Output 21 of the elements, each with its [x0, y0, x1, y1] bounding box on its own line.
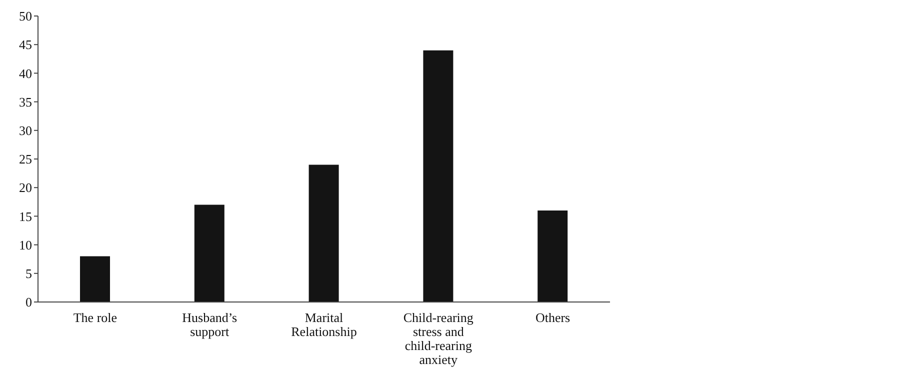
y-tick-label: 45: [19, 37, 32, 52]
bar: [308, 164, 339, 302]
y-tick-label: 50: [19, 8, 32, 24]
bar: [194, 204, 224, 302]
bar: [538, 210, 568, 302]
y-tick-label: 35: [19, 94, 32, 110]
x-tick-label: Others: [535, 310, 570, 325]
bar: [423, 50, 454, 302]
x-tick-label: The role: [73, 310, 118, 325]
y-tick-label: 5: [26, 266, 32, 282]
y-tick-label: 0: [26, 294, 32, 310]
y-tick-label: 15: [19, 208, 32, 224]
y-tick-label: 20: [19, 180, 32, 196]
y-tick-label: 30: [19, 123, 32, 138]
y-tick-label: 40: [19, 66, 32, 81]
y-tick-label: 25: [19, 152, 32, 167]
bar: [80, 256, 110, 302]
y-tick-label: 10: [19, 237, 32, 252]
x-tick-label: Marital Relationship: [291, 310, 357, 339]
x-tick-label: Child-rearing stress and child-rearing anxiety: [403, 310, 474, 367]
x-tick-label: Husband’s support: [182, 310, 238, 339]
